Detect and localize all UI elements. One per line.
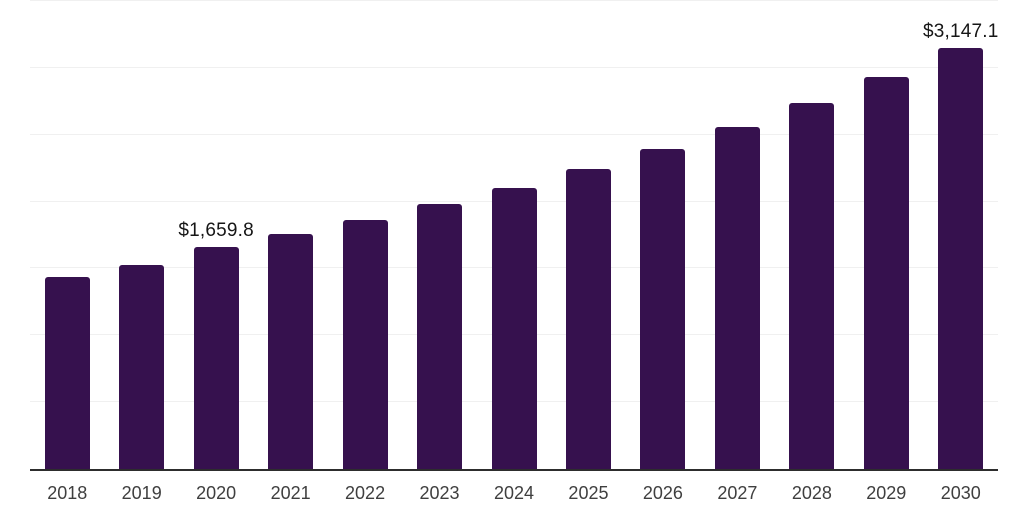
bar-2030	[938, 48, 984, 469]
bar-2019	[119, 265, 165, 469]
bar-2027	[714, 126, 760, 469]
bar-2025	[565, 169, 611, 469]
gridline	[30, 133, 998, 135]
bar-2020	[193, 247, 239, 469]
bar-2029	[863, 77, 909, 469]
x-tick-label-2029: 2029	[866, 483, 907, 503]
x-tick-label-2024: 2024	[493, 483, 535, 503]
x-tick-label-2025: 2025	[568, 483, 609, 503]
x-tick-label-2021: 2021	[270, 483, 311, 503]
gridline	[30, 66, 998, 68]
bar-2028	[789, 103, 835, 469]
x-tick-label-2020: 2020	[196, 483, 237, 503]
x-tick-label-2018: 2018	[47, 483, 88, 503]
data-label-2020: $1,659.8	[178, 220, 254, 242]
bar-2018	[44, 276, 90, 469]
bar-2023	[417, 204, 463, 469]
gridline	[30, 0, 998, 1]
x-tick-label-2022: 2022	[345, 483, 386, 503]
data-label-2030: $3,147.1	[922, 21, 999, 43]
x-tick-label-2026: 2026	[642, 483, 683, 503]
x-tick-label-2019: 2019	[121, 483, 162, 503]
x-tick-label-2023: 2023	[419, 483, 460, 503]
bar-2024	[491, 187, 537, 469]
bar-2026	[640, 148, 686, 469]
x-axis-labels: 2018 2019 2020 2021 2022 2023 2024 2025 2026 2027…	[30, 483, 998, 507]
bar-2021	[268, 234, 314, 469]
x-tick-label-2027: 2027	[717, 483, 758, 503]
x-tick-label-2030: 2030	[940, 483, 981, 503]
x-tick-label-2028: 2028	[791, 483, 832, 503]
bar-2022	[342, 220, 388, 469]
plot-area: $1,659.8 $3,147.1	[30, 0, 999, 471]
